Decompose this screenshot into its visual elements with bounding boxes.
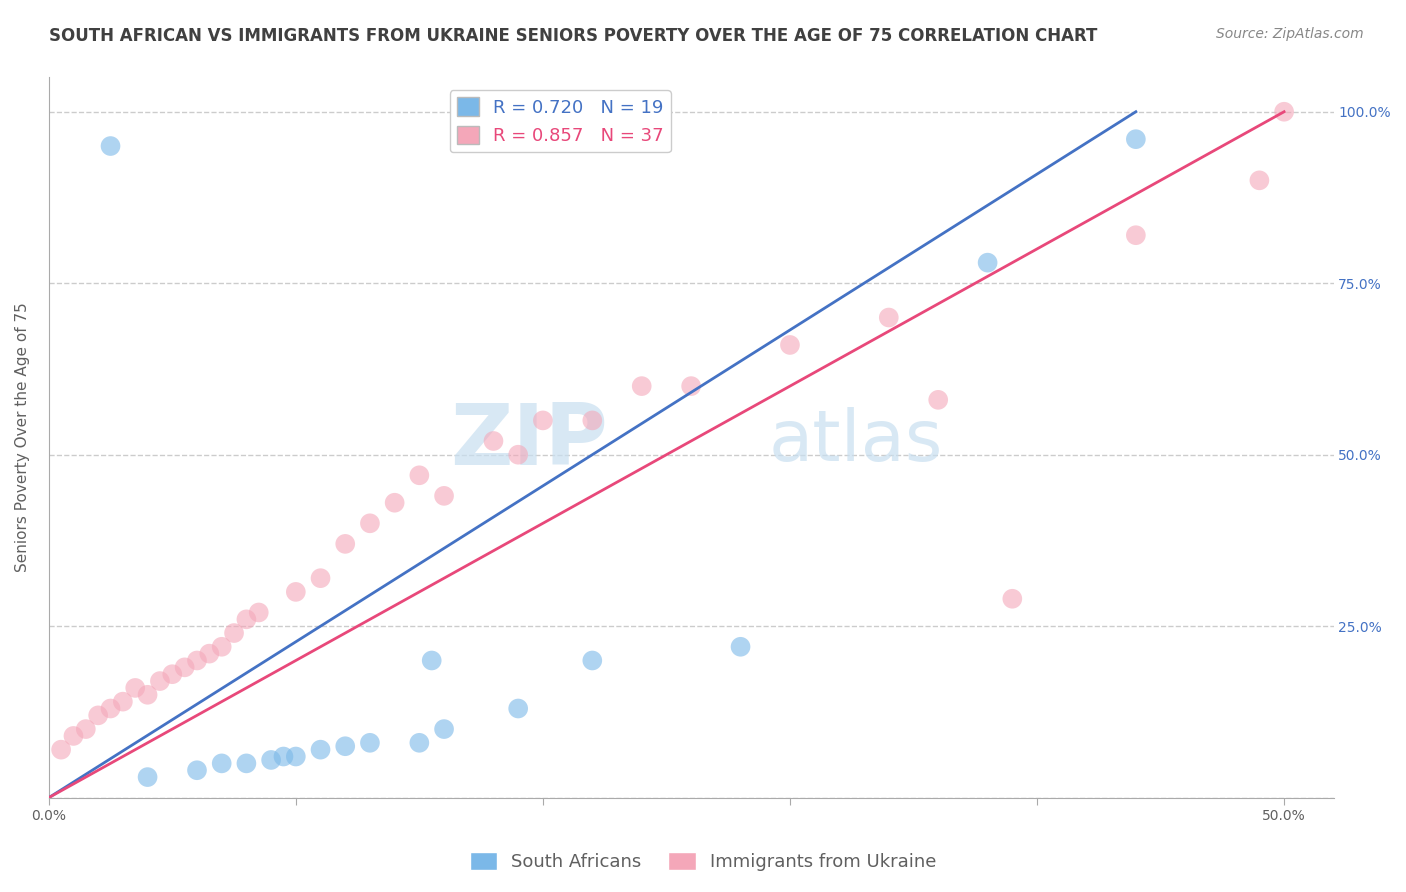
- Point: [630, 379, 652, 393]
- Point: [408, 736, 430, 750]
- Point: [186, 653, 208, 667]
- Legend: R = 0.720   N = 19, R = 0.857   N = 37: R = 0.720 N = 19, R = 0.857 N = 37: [450, 90, 671, 153]
- Text: SOUTH AFRICAN VS IMMIGRANTS FROM UKRAINE SENIORS POVERTY OVER THE AGE OF 75 CORR: SOUTH AFRICAN VS IMMIGRANTS FROM UKRAINE…: [49, 27, 1098, 45]
- Point: [75, 722, 97, 736]
- Point: [335, 739, 357, 754]
- Point: [136, 688, 159, 702]
- Point: [1125, 228, 1147, 243]
- Point: [222, 626, 245, 640]
- Point: [247, 606, 270, 620]
- Point: [433, 489, 456, 503]
- Point: [62, 729, 84, 743]
- Point: [408, 468, 430, 483]
- Point: [779, 338, 801, 352]
- Text: Source: ZipAtlas.com: Source: ZipAtlas.com: [1216, 27, 1364, 41]
- Point: [384, 496, 406, 510]
- Point: [531, 413, 554, 427]
- Point: [100, 139, 122, 153]
- Point: [420, 653, 443, 667]
- Point: [260, 753, 283, 767]
- Point: [581, 653, 603, 667]
- Point: [482, 434, 505, 448]
- Point: [186, 763, 208, 777]
- Point: [100, 701, 122, 715]
- Point: [273, 749, 295, 764]
- Point: [211, 640, 233, 654]
- Point: [359, 736, 381, 750]
- Point: [877, 310, 900, 325]
- Point: [211, 756, 233, 771]
- Point: [284, 749, 307, 764]
- Point: [87, 708, 110, 723]
- Legend: South Africans, Immigrants from Ukraine: South Africans, Immigrants from Ukraine: [463, 845, 943, 879]
- Point: [284, 585, 307, 599]
- Point: [1272, 104, 1295, 119]
- Point: [1125, 132, 1147, 146]
- Y-axis label: Seniors Poverty Over the Age of 75: Seniors Poverty Over the Age of 75: [15, 302, 30, 573]
- Point: [508, 701, 530, 715]
- Point: [1249, 173, 1271, 187]
- Point: [976, 255, 998, 269]
- Point: [433, 722, 456, 736]
- Point: [730, 640, 752, 654]
- Point: [681, 379, 703, 393]
- Point: [508, 448, 530, 462]
- Text: ZIP: ZIP: [450, 400, 607, 483]
- Text: atlas: atlas: [768, 407, 942, 475]
- Point: [162, 667, 184, 681]
- Point: [173, 660, 195, 674]
- Point: [124, 681, 146, 695]
- Point: [49, 742, 72, 756]
- Point: [309, 742, 332, 756]
- Point: [309, 571, 332, 585]
- Point: [149, 674, 172, 689]
- Point: [235, 612, 257, 626]
- Point: [136, 770, 159, 784]
- Point: [235, 756, 257, 771]
- Point: [198, 647, 221, 661]
- Point: [335, 537, 357, 551]
- Point: [111, 695, 134, 709]
- Point: [927, 392, 949, 407]
- Point: [1001, 591, 1024, 606]
- Point: [359, 516, 381, 531]
- Point: [581, 413, 603, 427]
